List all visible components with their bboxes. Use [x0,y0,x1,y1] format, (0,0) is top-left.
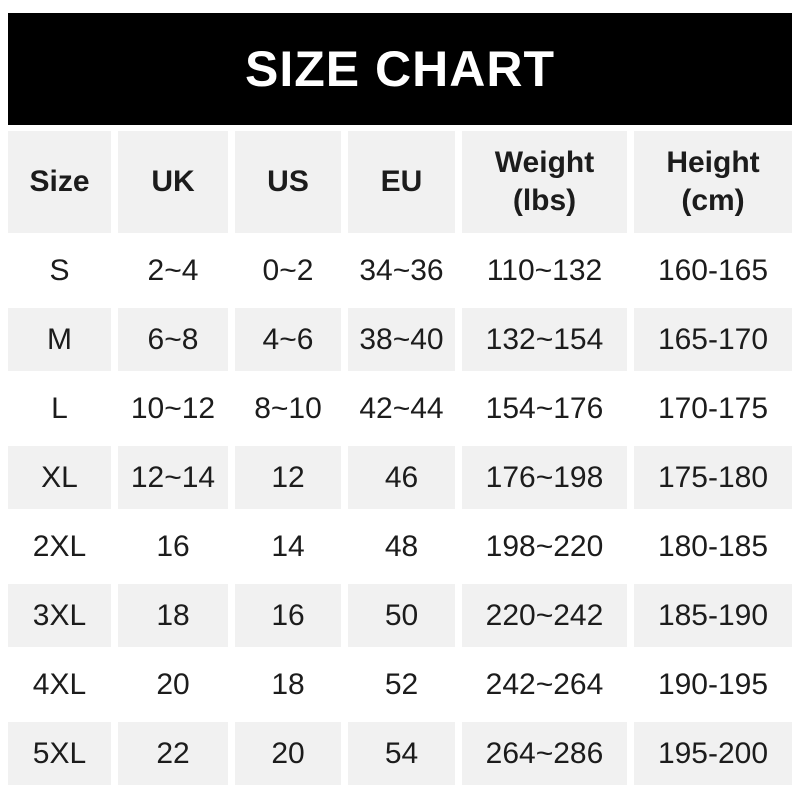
size-chart-table: Size UK US EU Weight (lbs) Height (cm) S… [1,125,799,791]
table-row-xl: XL 12~14 12 46 176~198 175-180 [8,446,792,509]
cell-weight: 132~154 [462,308,627,371]
col-header-eu: EU [348,131,455,233]
table-row-l: L 10~12 8~10 42~44 154~176 170-175 [8,377,792,440]
cell-eu: 50 [348,584,455,647]
cell-height: 195-200 [634,722,792,785]
col-header-weight-line1: Weight [494,146,595,179]
cell-eu: 46 [348,446,455,509]
table-row-m: M 6~8 4~6 38~40 132~154 165-170 [8,308,792,371]
cell-us: 12 [235,446,341,509]
cell-size: 3XL [8,584,111,647]
cell-size: S [49,253,70,287]
cell-height: 175-180 [634,446,792,509]
cell-weight: 154~176 [485,391,604,425]
cell-height: 170-175 [657,391,769,425]
table-row-3xl: 3XL 18 16 50 220~242 185-190 [8,584,792,647]
col-header-uk: UK [118,131,228,233]
cell-height: 160-165 [657,253,769,287]
cell-size: XL [8,446,111,509]
col-header-us-label: US [267,165,309,198]
cell-weight: 264~286 [462,722,627,785]
cell-uk: 6~8 [118,308,228,371]
table-row-5xl: 5XL 22 20 54 264~286 195-200 [8,722,792,785]
cell-uk: 22 [118,722,228,785]
table-header-row: Size UK US EU Weight (lbs) Height (cm) [8,131,792,233]
cell-eu: 48 [384,529,419,563]
table-row-2xl: 2XL 16 14 48 198~220 180-185 [8,515,792,578]
cell-eu: 34~36 [359,253,444,287]
cell-weight: 198~220 [485,529,604,563]
cell-size: L [51,391,68,425]
col-header-weight-line2: (lbs) [512,184,577,217]
col-header-height: Height (cm) [634,131,792,233]
cell-height: 190-195 [657,667,769,701]
cell-us: 18 [271,667,305,701]
cell-height: 185-190 [634,584,792,647]
table-row-4xl: 4XL 20 18 52 242~264 190-195 [8,653,792,716]
cell-uk: 16 [156,529,190,563]
cell-weight: 176~198 [462,446,627,509]
cell-size: 2XL [32,529,87,563]
cell-uk: 12~14 [118,446,228,509]
cell-eu: 52 [384,667,419,701]
cell-us: 16 [235,584,341,647]
col-header-size: Size [8,131,111,233]
cell-uk: 10~12 [130,391,216,425]
col-header-eu-label: EU [380,165,423,198]
cell-uk: 20 [156,667,190,701]
cell-eu: 38~40 [348,308,455,371]
cell-size: 4XL [32,667,87,701]
cell-eu: 42~44 [359,391,444,425]
col-header-size-label: Size [29,165,90,198]
cell-height: 180-185 [657,529,769,563]
cell-us: 20 [235,722,341,785]
cell-us: 14 [271,529,305,563]
cell-uk: 18 [118,584,228,647]
cell-weight: 110~132 [486,253,603,287]
cell-uk: 2~4 [147,253,199,287]
cell-size: 5XL [8,722,111,785]
cell-us: 0~2 [262,253,314,287]
col-header-height-line2: (cm) [681,184,745,217]
col-header-us: US [235,131,341,233]
cell-height: 165-170 [634,308,792,371]
cell-us: 4~6 [235,308,341,371]
cell-weight: 220~242 [462,584,627,647]
col-header-weight: Weight (lbs) [462,131,627,233]
cell-size: M [8,308,111,371]
cell-weight: 242~264 [485,667,604,701]
cell-us: 8~10 [254,391,322,425]
col-header-height-line1: Height [666,146,760,179]
title-banner: SIZE CHART [8,13,792,125]
table-row-s: S 2~4 0~2 34~36 110~132 160-165 [8,239,792,302]
col-header-uk-label: UK [151,165,195,198]
page-title: SIZE CHART [245,41,555,97]
cell-eu: 54 [348,722,455,785]
